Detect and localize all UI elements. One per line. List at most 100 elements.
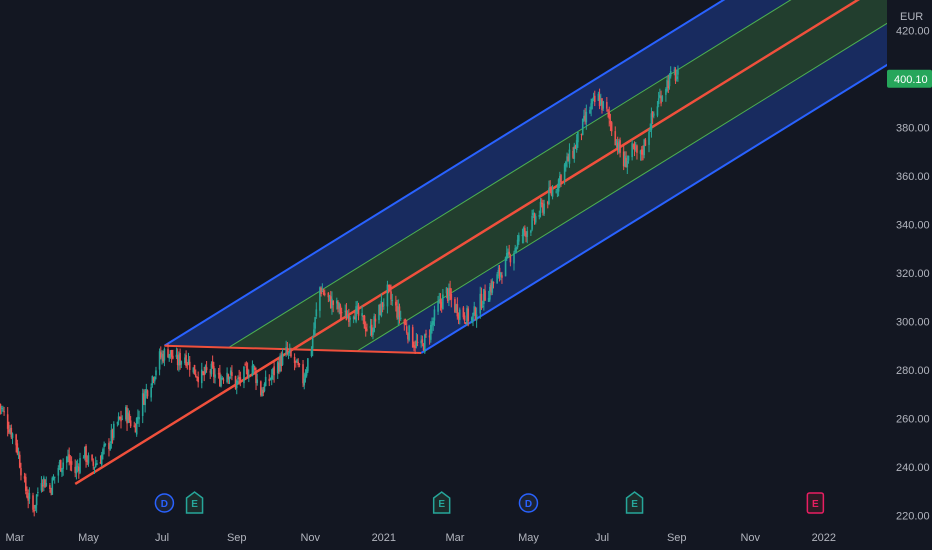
- candle-body: [100, 454, 103, 465]
- candle-body: [593, 95, 596, 102]
- dividend-event-marker[interactable]: D: [154, 493, 175, 513]
- earnings-upcoming-event-marker[interactable]: E: [806, 492, 825, 514]
- candle-body: [0, 404, 2, 408]
- candle-body: [222, 379, 225, 381]
- candle-body: [210, 363, 213, 375]
- candle-body: [92, 461, 95, 466]
- candle-body: [78, 466, 80, 472]
- candle-body: [386, 284, 389, 307]
- earnings-event-marker[interactable]: E: [185, 491, 204, 514]
- lower-inner-line[interactable]: [356, 0, 932, 352]
- lower-parallel-line[interactable]: [420, 20, 932, 354]
- candle-body: [168, 354, 171, 359]
- candle-body: [372, 331, 374, 335]
- candle-body: [20, 468, 22, 476]
- candle-body: [492, 281, 495, 284]
- candle-body: [643, 139, 645, 156]
- candle-body: [227, 374, 230, 380]
- candle-body: [152, 377, 155, 381]
- candle-body: [335, 300, 338, 304]
- candle-body: [428, 335, 431, 338]
- candle-body: [610, 122, 613, 132]
- candle-body: [585, 111, 588, 123]
- candle-body: [137, 416, 139, 418]
- upper-inner-line[interactable]: [228, 0, 932, 348]
- candle-body: [421, 339, 424, 343]
- event-label: E: [191, 499, 198, 510]
- time-axis: Mar May Jul Sep Nov 2021 Mar May Jul Sep Nov 2022: [5, 532, 836, 544]
- time-tick-label: 2022: [812, 532, 836, 544]
- candle-body: [27, 496, 29, 501]
- candle-body: [120, 416, 122, 422]
- candle-body: [188, 361, 191, 370]
- candle-body: [84, 446, 86, 458]
- candle-body: [550, 190, 553, 195]
- upper-parallel-line[interactable]: [163, 0, 932, 347]
- candle-body: [226, 372, 228, 383]
- candle-body: [151, 376, 154, 386]
- candle-body: [474, 307, 477, 320]
- time-tick-label: Nov: [740, 532, 760, 544]
- candle-body: [196, 376, 198, 378]
- candle-body: [231, 372, 233, 377]
- candle-body: [134, 426, 137, 433]
- candle-body: [677, 70, 679, 75]
- candle-body: [287, 352, 290, 354]
- candle-body: [76, 466, 79, 468]
- candle-body: [220, 377, 222, 387]
- candle-body: [32, 495, 34, 510]
- candle-body: [625, 157, 627, 168]
- candle-body: [244, 364, 246, 366]
- last-price-badge: 400.10: [887, 69, 932, 88]
- candle-body: [354, 317, 356, 320]
- earnings-event-marker[interactable]: E: [432, 491, 451, 514]
- median-line[interactable]: [74, 0, 932, 486]
- candle-body: [221, 377, 224, 379]
- price-tick-label: 320.00: [896, 268, 930, 280]
- candle-body: [538, 215, 541, 217]
- candle-body: [322, 290, 325, 295]
- candle-body: [103, 444, 105, 448]
- price-axis-panel[interactable]: [887, 0, 932, 550]
- candle-body: [450, 293, 453, 300]
- candle-body: [380, 300, 383, 317]
- candle-body: [559, 175, 561, 182]
- candle-body: [302, 364, 304, 384]
- candle-body: [440, 302, 443, 308]
- candle-body: [438, 299, 441, 302]
- time-tick-label: Jul: [155, 532, 169, 544]
- candle-body: [170, 350, 173, 357]
- candle-body: [44, 479, 46, 488]
- price-tick-label: 260.00: [896, 414, 930, 426]
- candle-body: [533, 214, 536, 221]
- candle-body: [112, 423, 115, 438]
- candle-body: [110, 430, 113, 444]
- candle-body: [479, 293, 482, 314]
- candle-body: [146, 390, 149, 397]
- candle-body: [35, 494, 38, 506]
- candle-body: [51, 477, 54, 495]
- candle-body: [270, 375, 273, 380]
- dividend-event-marker[interactable]: D: [518, 493, 539, 513]
- candle-body: [649, 130, 652, 132]
- candle-body: [260, 381, 262, 396]
- candle-body: [296, 359, 298, 363]
- candle-body: [589, 109, 591, 114]
- candle-body: [598, 95, 601, 107]
- candle-body: [357, 304, 360, 316]
- candle-body: [176, 355, 179, 366]
- candle-body: [264, 376, 267, 386]
- earnings-event-marker[interactable]: E: [625, 491, 644, 514]
- candle-body: [286, 348, 289, 354]
- event-label: E: [438, 499, 445, 510]
- candle-body: [395, 301, 397, 306]
- time-tick-label: Mar: [5, 532, 24, 544]
- candle-body: [209, 371, 212, 373]
- time-axis-panel[interactable]: [0, 524, 887, 550]
- candle-body: [442, 294, 444, 310]
- candle-body: [159, 352, 162, 358]
- pitchfork-fills: [164, 0, 932, 354]
- candle-body: [328, 295, 331, 297]
